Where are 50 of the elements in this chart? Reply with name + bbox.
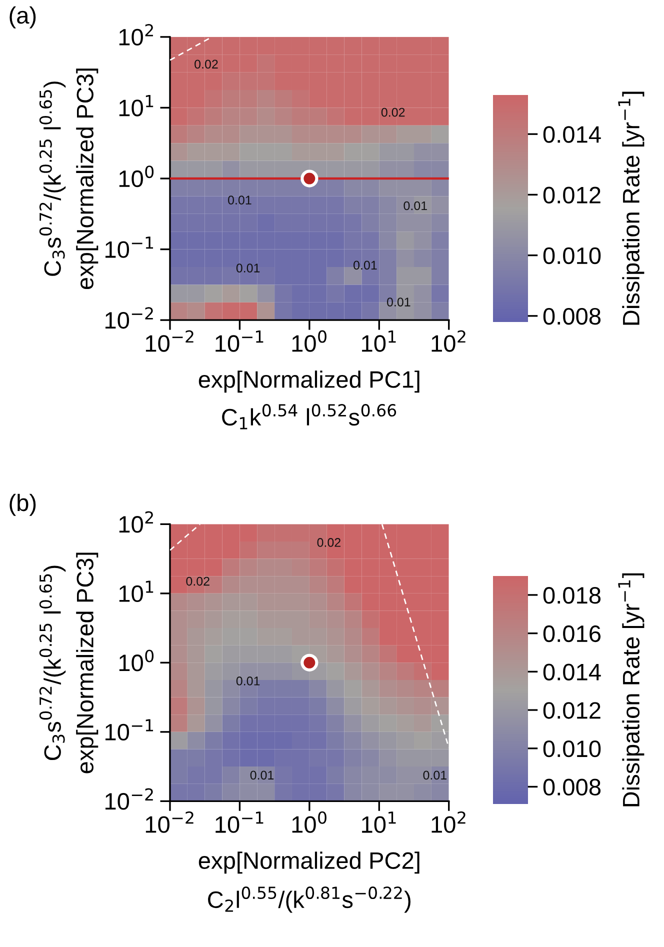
text: exp[Normalized PC2] C$_{2}$l$^{0.55}$/(k$^{0.81}$s$^{−0.22}$): [198, 852, 420, 913]
text: C$_{3}$s$^{0.72}$/(k$^{0.25}$ l$^{0.65}$) exp[Normalized PC3]: [39, 68, 98, 290]
y-tick-label: 10$^{−2}$: [105, 788, 153, 810]
color-bar-label: 0.010: [543, 247, 601, 264]
annotation: 0.01: [236, 676, 260, 686]
x-tick-label: 10$^{−2}$: [146, 330, 194, 352]
color-bar-label: 0.018: [543, 587, 601, 604]
x-tick-label: 10$^{2}$: [432, 811, 466, 833]
x-tick-label: 10$^{2}$: [432, 330, 466, 352]
color-bar-label: 0.010: [543, 740, 601, 758]
color-bar-label: 0.014: [543, 126, 601, 143]
color-bar-label: 0.014: [543, 664, 601, 680]
y-tick-label: 10$^{−1}$: [105, 236, 154, 258]
y-tick-label: 10$^{−1}$: [105, 719, 154, 741]
color-bar-label: 0.008: [543, 308, 601, 325]
chart-title: (a): [10, 6, 36, 28]
annotation: 0.01: [236, 264, 260, 272]
y-tick-label: 10$^{1}$: [119, 95, 154, 116]
annotation: 0.01: [386, 298, 410, 306]
color-bar-title: Dissipation Rate [yr$^{−1}$]: [618, 92, 644, 325]
color-bar-label: 0.012: [543, 186, 600, 204]
color-bar-label: 0.016: [543, 625, 601, 642]
y-tick-label: 10$^{−2}$: [105, 307, 153, 329]
x-tick-label: 10$^{0}$: [292, 330, 326, 352]
y-tick-label: 10$^{0}$: [119, 166, 154, 188]
chart-title: (b): [10, 494, 36, 516]
x-tick-label: 10$^{−1}$: [216, 812, 264, 833]
y-tick-label: 10$^{2}$: [119, 511, 153, 533]
x-tick-label: 10$^{1}$: [362, 812, 396, 833]
annotation: 0.01: [228, 196, 252, 205]
x-tick-label: 10$^{−2}$: [146, 811, 194, 833]
annotation: 0.01: [354, 260, 377, 270]
y-tick-label: 10$^{1}$: [119, 580, 154, 602]
y-tick-label: 10$^{0}$: [119, 650, 154, 672]
text: C$_{3}$s$^{0.72}$/(k$^{0.25}$ l$^{0.65}$) exp[Normalized PC3]: [39, 552, 98, 774]
color-bar-label: 0.012: [543, 702, 600, 719]
x-tick-label: 10$^{−1}$: [216, 330, 264, 352]
color-bar-title: Dissipation Rate [yr$^{−1}$]: [618, 573, 644, 806]
annotation: 0.02: [317, 538, 340, 547]
y-tick-label: 10$^{2}$: [119, 24, 153, 46]
text: exp[Normalized PC1] C$_{1}$k$^{0.54}$ l$^{0.52}$s$^{0.66}$: [198, 370, 420, 430]
annotation: 0.02: [381, 108, 405, 117]
annotation: 0.01: [423, 770, 446, 780]
color-bar-label: 0.008: [543, 778, 601, 796]
annotation: 0.02: [194, 60, 218, 69]
x-tick-label: 10$^{1}$: [362, 330, 396, 352]
annotation: 0.01: [250, 770, 274, 780]
annotation: 0.01: [404, 201, 427, 210]
annotation: 0.02: [186, 576, 210, 586]
x-tick-label: 10$^{0}$: [292, 811, 326, 833]
